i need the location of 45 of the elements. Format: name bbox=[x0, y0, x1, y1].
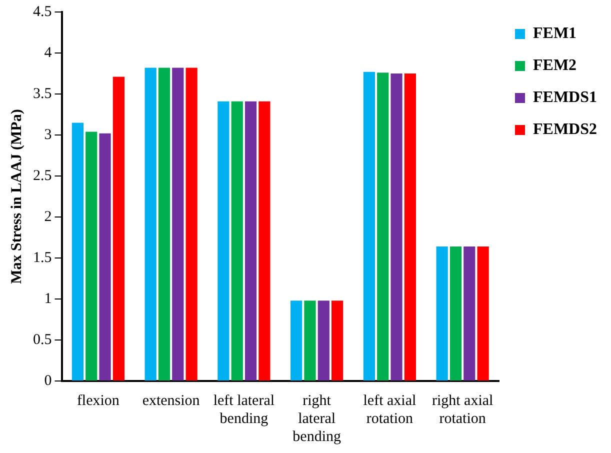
x-tick-label: extension bbox=[142, 392, 200, 409]
bar bbox=[144, 68, 156, 380]
y-tick-label: 3.5 bbox=[33, 86, 52, 102]
bar bbox=[363, 72, 375, 380]
bar bbox=[158, 68, 170, 380]
legend-label: FEM1 bbox=[533, 25, 577, 42]
bar bbox=[450, 246, 462, 380]
bar bbox=[332, 300, 344, 380]
y-tick-label: 1.5 bbox=[33, 250, 52, 266]
bar bbox=[172, 68, 184, 380]
y-tick-label: 1 bbox=[44, 290, 52, 307]
y-tick-label: 2.5 bbox=[33, 168, 52, 184]
bar bbox=[186, 68, 198, 380]
x-tick-label: right axial rotation bbox=[432, 392, 494, 427]
legend-label: FEM2 bbox=[533, 57, 577, 74]
y-tick-label: 0.5 bbox=[33, 332, 52, 348]
legend-label: FEMDS2 bbox=[533, 121, 597, 138]
bar bbox=[218, 101, 230, 380]
bar bbox=[244, 101, 257, 380]
bar bbox=[318, 300, 330, 380]
bar bbox=[112, 76, 124, 380]
bar bbox=[436, 246, 448, 380]
bar bbox=[377, 72, 389, 380]
y-tick-label: 4 bbox=[44, 44, 52, 61]
x-tick-label: left axial rotation bbox=[363, 392, 416, 427]
y-axis-title: Max Stress in LAAJ (MPa) bbox=[8, 109, 25, 284]
bar bbox=[404, 74, 416, 380]
bar bbox=[304, 300, 316, 380]
x-tick-label: right lateral bending bbox=[292, 392, 342, 445]
bar bbox=[258, 101, 270, 380]
bar bbox=[86, 132, 98, 380]
y-tick-label: 0 bbox=[44, 372, 52, 389]
y-tick-label: 3 bbox=[44, 126, 52, 143]
y-tick-label: 2 bbox=[44, 208, 52, 225]
y-tick-label: 4.5 bbox=[33, 4, 52, 20]
x-tick-label: left lateral bending bbox=[213, 392, 275, 427]
bar bbox=[72, 122, 84, 380]
x-tick-label: flexion bbox=[76, 392, 120, 409]
bar bbox=[464, 246, 476, 380]
bar bbox=[390, 74, 402, 380]
bar bbox=[477, 246, 489, 380]
bar bbox=[290, 300, 302, 380]
legend-label: FEMDS1 bbox=[533, 89, 597, 106]
bar bbox=[99, 133, 111, 380]
bar bbox=[231, 101, 243, 380]
